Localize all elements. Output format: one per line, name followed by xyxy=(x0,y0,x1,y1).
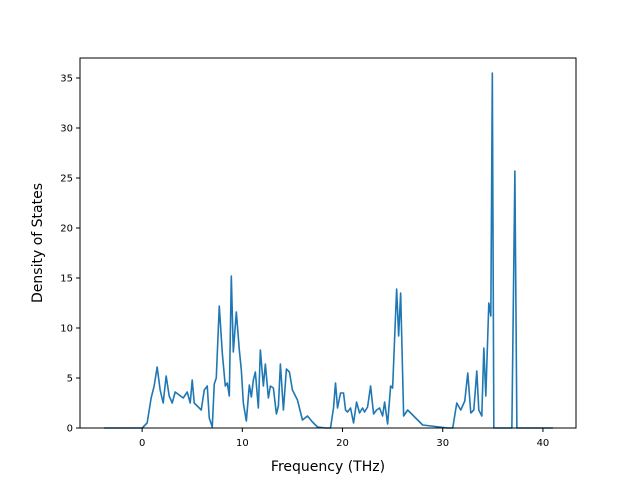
y-tick-label: 5 xyxy=(67,374,73,385)
y-tick-label: 20 xyxy=(60,224,73,235)
x-axis-ticks: 0 10 20 30 40 xyxy=(139,428,549,449)
y-axis-label: Density of States xyxy=(30,183,46,303)
x-tick-label: 30 xyxy=(436,438,449,449)
y-tick-label: 10 xyxy=(60,324,73,335)
x-tick-label: 0 xyxy=(139,438,145,449)
axes-frame xyxy=(79,57,577,429)
x-axis-label: Frequency (THz) xyxy=(271,459,385,475)
y-tick-label: 25 xyxy=(60,174,73,185)
y-tick-label: 35 xyxy=(60,74,73,85)
plot-layer xyxy=(104,72,553,429)
y-tick-label: 0 xyxy=(67,424,73,435)
y-tick-label: 15 xyxy=(60,274,73,285)
x-tick-label: 10 xyxy=(236,438,249,449)
x-tick-label: 40 xyxy=(537,438,550,449)
y-tick-label: 30 xyxy=(60,124,73,135)
y-axis-ticks: 0 5 10 15 20 25 30 35 xyxy=(60,74,80,435)
x-tick-label: 20 xyxy=(336,438,349,449)
series-line-0 xyxy=(104,72,553,429)
